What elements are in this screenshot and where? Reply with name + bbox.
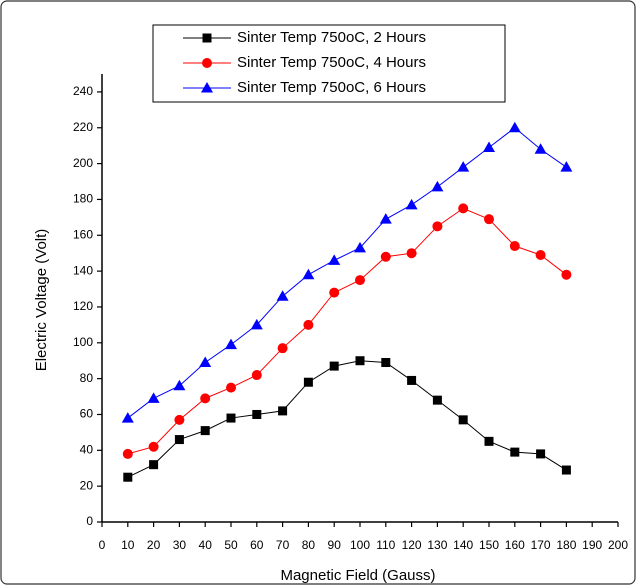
marker [123,472,133,482]
marker [381,358,391,368]
marker [536,449,546,459]
marker [276,290,289,301]
x-tick-label: 190 [582,538,602,552]
y-tick-label: 0 [86,514,93,528]
marker [200,393,211,404]
marker [379,213,392,224]
y-tick-label: 180 [73,192,93,206]
marker [457,161,470,172]
x-tick-label: 130 [427,538,447,552]
marker [509,241,520,252]
marker [458,415,468,425]
marker [278,406,288,416]
marker [302,268,315,280]
marker [510,447,520,457]
x-tick-label: 100 [350,538,370,552]
x-tick-label: 40 [199,538,213,552]
marker [173,379,186,391]
y-axis-title: Electric Voltage (Volt) [33,229,50,372]
marker [121,412,134,423]
marker [355,275,365,286]
y-tick-label: 40 [80,442,94,456]
x-tick-label: 150 [479,538,499,552]
marker [380,251,391,262]
legend-label: Sinter Temp 750oC, 4 Hours [237,54,426,71]
x-tick-label: 10 [121,538,135,552]
marker [148,441,159,452]
marker [432,395,442,405]
marker [202,58,212,68]
marker [432,221,443,232]
x-tick-label: 120 [402,538,422,552]
marker [329,287,340,298]
y-tick-label: 160 [73,227,93,241]
marker [354,241,366,253]
marker [147,392,160,403]
marker [174,435,184,445]
x-tick-label: 50 [224,538,238,552]
marker [431,180,444,192]
y-tick-label: 220 [73,120,93,134]
marker [328,254,341,265]
marker [407,375,417,385]
marker [252,409,262,419]
marker [458,203,469,214]
marker [174,414,185,425]
marker [534,143,547,154]
marker [535,249,546,260]
marker [303,377,313,387]
x-axis-title: Magnetic Field (Gauss) [280,567,435,584]
y-tick-label: 200 [73,156,93,170]
marker [200,426,210,436]
x-tick-label: 0 [99,538,106,552]
x-tick-label: 140 [453,538,473,552]
marker [251,370,262,381]
marker [508,121,521,133]
y-tick-label: 20 [80,478,94,492]
y-tick-label: 100 [73,335,93,349]
marker [226,413,236,423]
marker [484,436,494,446]
marker [560,161,573,172]
marker [226,382,236,393]
y-tick-label: 140 [73,263,93,277]
x-tick-label: 60 [250,538,264,552]
x-tick-label: 20 [147,538,161,552]
marker [484,214,494,225]
x-tick-label: 170 [531,538,551,552]
marker [202,33,212,43]
legend-label: Sinter Temp 750oC, 2 Hours [237,29,426,46]
marker [122,448,133,459]
marker [250,318,263,330]
marker [483,141,495,152]
x-tick-label: 30 [173,538,187,552]
x-tick-label: 70 [276,538,290,552]
marker [405,198,418,210]
marker [149,460,159,470]
marker [303,319,314,330]
y-tick-label: 60 [80,407,94,421]
y-tick-label: 240 [73,84,93,98]
marker [406,248,417,259]
x-tick-label: 160 [505,538,525,552]
x-tick-label: 80 [302,538,316,552]
x-tick-label: 90 [328,538,342,552]
marker [201,82,213,93]
marker [329,361,339,371]
marker [199,356,212,368]
y-tick-label: 120 [73,299,93,313]
y-tick-label: 80 [80,371,94,385]
legend-label: Sinter Temp 750oC, 6 Hours [237,79,426,96]
series-line [127,207,567,455]
marker [225,338,237,350]
x-tick-label: 180 [556,538,576,552]
marker [561,269,572,280]
marker [277,343,288,354]
x-tick-label: 200 [608,538,628,552]
x-tick-label: 110 [376,538,395,552]
marker [561,465,571,475]
marker [355,356,365,366]
